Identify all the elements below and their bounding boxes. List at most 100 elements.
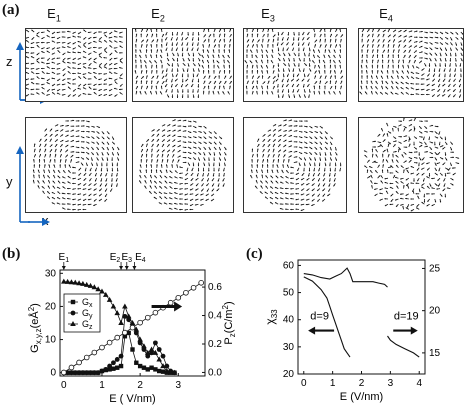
chart-b-point-Gx [115, 365, 120, 370]
chart-b-ylabel-left: Gx,y,z(eÅ2) [27, 303, 43, 353]
chart-b-marker-label-4: E4 [135, 252, 146, 264]
chart-b-point-Gz [95, 286, 101, 292]
chart-b-ytick-right-label: 0.2 [208, 339, 222, 350]
chart-b-legend-label: Gz [82, 319, 93, 331]
chart-b-xtick-label: 2 [137, 380, 143, 391]
chart-b-marker-label-1: E1 [59, 252, 70, 264]
chart-b-point-Pz [114, 334, 121, 341]
chart-b-marker-label-2: E2 [110, 252, 121, 264]
chart-c-annotation-d19: d=19 [394, 311, 419, 323]
chart-b-point-Gx [145, 367, 150, 372]
chart-b-point-Gy [88, 370, 93, 376]
chart-b-point-Gy [91, 370, 97, 376]
chart-b-point-Pz [122, 329, 128, 336]
chart-b-xtick-label: 3 [176, 380, 182, 391]
chart-b-point-Gx [107, 367, 112, 372]
chart-c-xtick-label: 1 [330, 378, 336, 389]
chart-b-point-Gz [102, 291, 109, 297]
chart-b-ytick-left-label: 10 [45, 335, 57, 346]
chart-b-point-Gy [122, 313, 128, 319]
chart-b-point-Gy [76, 370, 82, 376]
chart-b-point-Gz [72, 279, 79, 285]
chart-c-xtick-label: 0 [301, 378, 307, 389]
chart-c-ytick-left-label: 20 [283, 369, 295, 380]
column-label-3: E3 [261, 6, 275, 24]
chart-c-annotation-d9: d=9 [310, 311, 329, 323]
chart-b-point-Gz [99, 288, 105, 294]
chart-b-point-Gx [111, 366, 116, 371]
chart-b-xlabel: E ( V/nm) [109, 393, 155, 405]
chart-b-point-Gz [68, 279, 75, 285]
chart-b-ytick-left-label: 20 [45, 301, 57, 312]
panel-a-label: (a) [2, 2, 20, 18]
chart-b-point-Gy [103, 366, 109, 372]
chart-b-point-Pz [99, 344, 105, 351]
chart-b-xtick-label: 0 [61, 380, 67, 391]
chart-b-point-Gx [141, 365, 147, 370]
chart-b-point-Gy [149, 350, 154, 356]
chart-b-point-Pz [152, 309, 159, 316]
chart-b-point-Pz [83, 354, 90, 361]
chart-b-point-Gz [137, 336, 143, 342]
chart-b-ytick-right-label: 0.6 [208, 282, 222, 293]
chart-c-arrowhead-right [410, 326, 418, 335]
chart-b-point-Gy [69, 370, 74, 376]
chart-b-point-Gx [149, 365, 154, 370]
chart-b-point-Gz [64, 278, 71, 284]
chart-b-marker-arrowhead-3 [124, 266, 129, 270]
row2-x-arrow [28, 218, 50, 226]
chart-b-point-Gy [114, 357, 120, 362]
chart-b-point-Gz [156, 356, 163, 362]
chart-b-legend-marker [70, 310, 76, 316]
chart-b-point-Gx [118, 363, 124, 369]
chart-b-point-Gy [107, 363, 113, 369]
chart-b-point-Gy [152, 340, 158, 346]
chart-b-point-Gz [144, 349, 151, 355]
panel-b-label: (b) [2, 246, 21, 262]
chart-b-point-Gz [148, 346, 155, 352]
chart-b-point-Gx [134, 360, 139, 365]
chart-c-ytick-right-label: 15 [429, 348, 441, 359]
chart-b-ytick-right-label: 0.0 [208, 367, 222, 378]
chart-b-point-Gz [114, 310, 121, 316]
chart-b-point-Gz [152, 349, 159, 355]
chart-b-ylabel-right: Pz(C/m2) [221, 301, 237, 344]
chart-b-point-Pz [91, 349, 98, 356]
chart-b-point-Pz [61, 369, 67, 376]
chart-b-point-Pz [175, 294, 182, 301]
column-label-4: E4 [379, 6, 393, 24]
chart-b-marker-arrowhead-2 [119, 266, 124, 270]
chart-b-point-Gz [122, 303, 128, 309]
chart-b-point-Gz [87, 282, 94, 288]
chart-b-point-Pz [68, 364, 75, 371]
column-label-2: E2 [151, 6, 165, 24]
side-map-2 [132, 28, 234, 102]
chart-c-ytick-left-label: 30 [283, 342, 295, 353]
chart-c-xtick-label: 2 [359, 378, 365, 389]
chart-b-point-Pz [183, 289, 189, 296]
chart-c-ytick-left-label: 40 [283, 315, 295, 326]
chart-b-point-Gz [80, 280, 86, 286]
chart-b-point-Gz [160, 363, 166, 369]
top-map-4 [358, 117, 464, 213]
chart-b-legend-marker [70, 321, 76, 326]
chart-b-point-Pz [76, 359, 82, 366]
chart-c-ytick-right-label: 25 [429, 263, 441, 274]
chart-b-ytick-right-label: 0.4 [208, 311, 222, 322]
side-map-3 [243, 28, 347, 102]
chart-b-ytick-left-label: 30 [45, 268, 57, 279]
chart-b-point-Gx [137, 363, 143, 369]
chart-b-point-Pz [137, 319, 143, 326]
chart-c-ylabel: χ33 [263, 309, 279, 325]
chart-b-point-Gz [171, 369, 178, 375]
chart-c-xtick-label: 3 [388, 378, 394, 389]
chart-b-point-Gy [145, 353, 151, 359]
chart-b-point-Gy [160, 353, 166, 359]
chart-b-point-Gz [118, 320, 124, 325]
chart-b-point-Gx [160, 369, 166, 374]
chart-c-ytick-left-label: 50 [283, 288, 295, 299]
chart-b-point-Gz [129, 320, 136, 325]
top-map-1 [25, 117, 127, 213]
chart-b-point-Gx [157, 368, 162, 374]
row2-axis-y-label: y [6, 174, 13, 189]
